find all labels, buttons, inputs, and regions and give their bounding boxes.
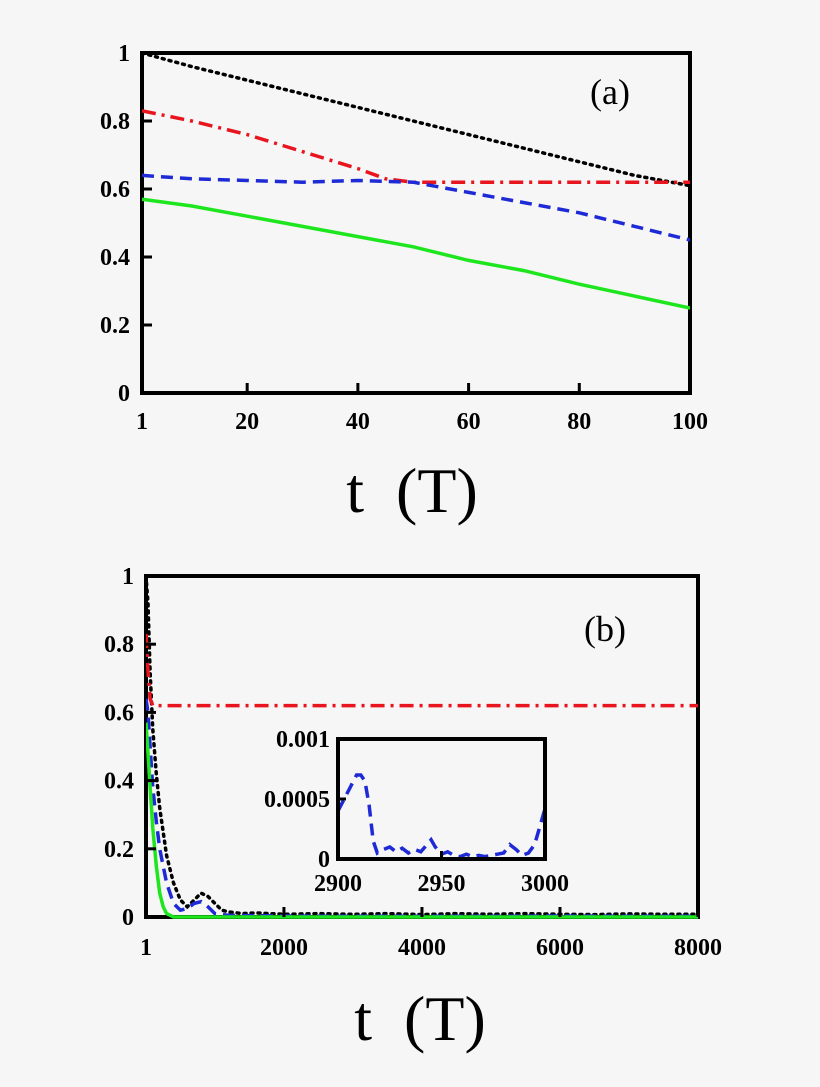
x-tick-label: 4000 — [398, 935, 446, 961]
series-line-solid — [142, 197, 690, 310]
plot-frame-a — [140, 51, 692, 395]
y-tick-label: 0.001 — [276, 727, 330, 753]
series-group-b — [146, 574, 698, 919]
chart-panel-b: 1 2000 4000 6000 8000 0 0.2 0.4 0.6 0.8 1 (b) t (… — [104, 564, 722, 1054]
y-tick-label: 0 — [118, 381, 130, 407]
x-tick-label: 1 — [136, 409, 148, 435]
y-tick-label: 0.8 — [104, 632, 134, 658]
x-tick-label: 40 — [346, 409, 370, 435]
chart-panel-a: 1 20 40 60 80 100 0 0.2 0.4 0.6 0.8 1 (a) t (T) — [100, 41, 708, 526]
y-tick-label: 0 — [122, 905, 134, 931]
x-tick-label: 100 — [672, 409, 708, 435]
x-tick-label: 6000 — [536, 935, 584, 961]
x-tick-label: 8000 — [674, 935, 722, 961]
series-line-dashdot — [146, 633, 698, 708]
y-tick-label: 0.2 — [104, 837, 134, 863]
x-axis-title-b: t (T) — [354, 983, 486, 1054]
x-axis-a: 1 20 40 60 80 100 — [136, 383, 708, 435]
x-tick-label: 2000 — [260, 935, 308, 961]
series-line-dotted — [146, 574, 698, 917]
x-tick-label: 3000 — [521, 871, 569, 897]
panel-label-a: (a) — [590, 72, 630, 112]
y-axis-a: 0 0.2 0.4 0.6 0.8 1 — [100, 41, 152, 407]
y-tick-label: 0.4 — [104, 769, 134, 795]
panel-label-b: (b) — [584, 609, 626, 649]
x-tick-label: 20 — [235, 409, 259, 435]
y-tick-label: 0.4 — [100, 245, 130, 271]
inset-x-axis: 2900 2950 3000 — [314, 851, 569, 897]
series-line-dashed — [338, 773, 545, 859]
y-tick-label: 0.6 — [100, 177, 130, 203]
y-tick-label: 0 — [318, 847, 330, 873]
x-tick-label: 60 — [457, 409, 481, 435]
y-tick-label: 0.2 — [100, 313, 130, 339]
series-line-dashed — [146, 698, 698, 919]
series-line-dashed — [142, 173, 690, 242]
x-axis-title-a: t (T) — [346, 455, 478, 526]
x-tick-label: 1 — [140, 935, 152, 961]
inset-background — [338, 739, 545, 859]
series-line-solid — [146, 722, 698, 919]
y-tick-label: 0.6 — [104, 700, 134, 726]
inset-y-axis: 0 0.0005 0.001 — [264, 727, 346, 873]
x-axis-b: 1 2000 4000 6000 8000 — [140, 907, 722, 961]
y-tick-label: 1 — [118, 41, 130, 67]
series-line-dotted — [142, 51, 690, 188]
y-axis-b: 0 0.2 0.4 0.6 0.8 1 — [104, 564, 156, 931]
x-tick-label: 2950 — [418, 871, 466, 897]
y-tick-label: 0.0005 — [264, 787, 330, 813]
y-tick-label: 0.8 — [100, 109, 130, 135]
series-group-a — [142, 51, 690, 310]
x-tick-label: 80 — [567, 409, 591, 435]
inset-chart: 2900 2950 3000 0 0.0005 0.001 — [264, 727, 569, 897]
x-tick-label: 2900 — [314, 871, 362, 897]
y-tick-label: 1 — [122, 564, 134, 590]
